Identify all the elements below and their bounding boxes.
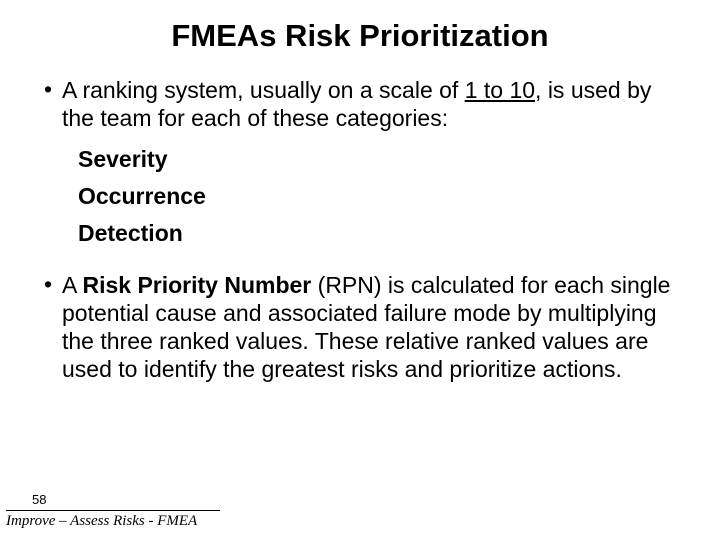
footer-text: Improve – Assess Risks - FMEA bbox=[6, 513, 220, 530]
sub-item-occurrence: Occurrence bbox=[78, 183, 680, 210]
sub-item-detection: Detection bbox=[78, 220, 680, 247]
page-number: 58 bbox=[32, 492, 46, 507]
slide: FMEAs Risk Prioritization • A ranking sy… bbox=[0, 0, 720, 540]
bullet-marker: • bbox=[44, 76, 62, 132]
bullet-2-text: A Risk Priority Number (RPN) is calculat… bbox=[62, 271, 680, 383]
bullet-1-pre: A ranking system, usually on a scale of bbox=[62, 77, 465, 103]
bullet-2-pre: A bbox=[62, 272, 82, 298]
bullet-marker: • bbox=[44, 271, 62, 383]
sub-item-severity: Severity bbox=[78, 146, 680, 173]
slide-title: FMEAs Risk Prioritization bbox=[40, 18, 680, 54]
bullet-1-underlined: 1 to 10 bbox=[465, 77, 535, 103]
footer: 58 Improve – Assess Risks - FMEA bbox=[6, 510, 220, 530]
bullet-1: • A ranking system, usually on a scale o… bbox=[44, 76, 680, 132]
bullet-1-text: A ranking system, usually on a scale of … bbox=[62, 76, 680, 132]
bullet-2-bold: Risk Priority Number bbox=[82, 272, 311, 298]
footer-rule bbox=[6, 510, 220, 511]
bullet-2: • A Risk Priority Number (RPN) is calcul… bbox=[44, 271, 680, 383]
